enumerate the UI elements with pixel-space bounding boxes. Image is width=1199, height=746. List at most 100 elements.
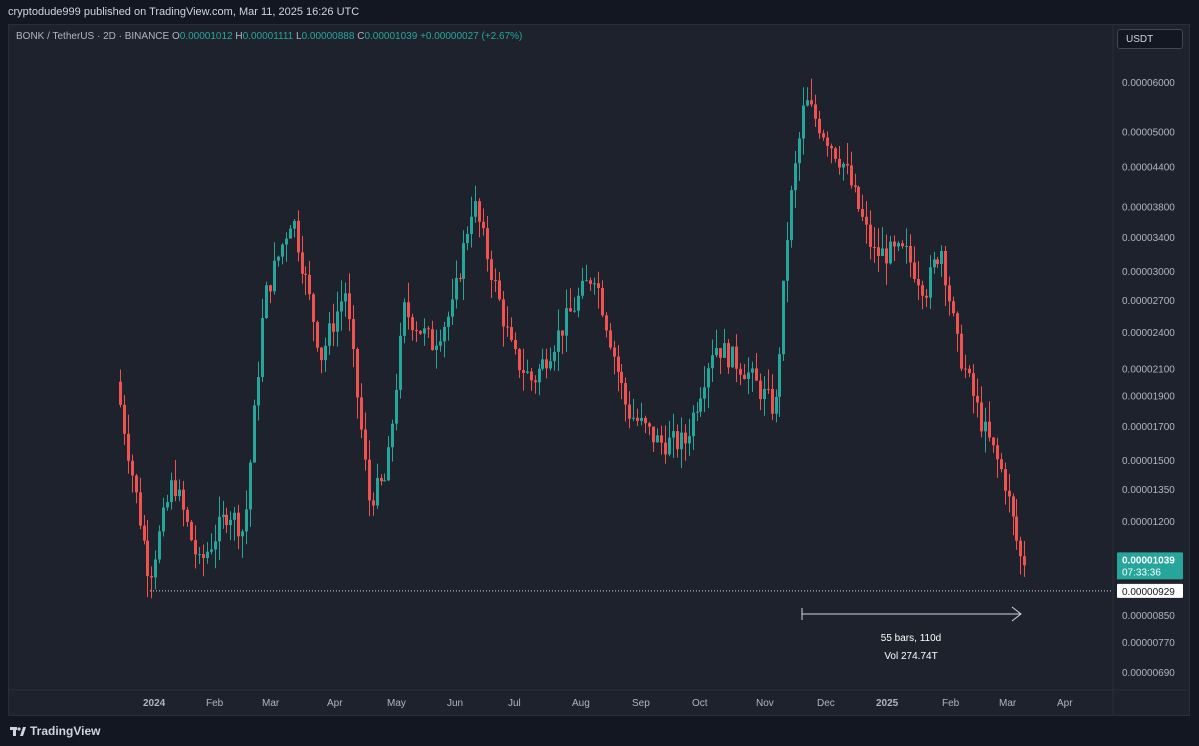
candle-body — [135, 475, 138, 493]
candle-body — [897, 243, 900, 247]
candle-body — [885, 248, 888, 264]
close-label: C — [357, 31, 365, 42]
candle-body — [158, 531, 161, 560]
close-value: 0.00001039 — [364, 31, 418, 42]
candle-body — [360, 397, 363, 430]
candle-body — [692, 412, 695, 437]
x-tick-label: May — [387, 698, 406, 709]
candle-body — [917, 278, 920, 286]
candle-body — [751, 368, 754, 373]
candle-body — [624, 383, 627, 405]
y-tick-label: 0.00000690 — [1122, 668, 1175, 679]
y-tick-label: 0.00001700 — [1122, 422, 1175, 433]
candle-body — [632, 417, 635, 419]
candle-body — [312, 294, 315, 322]
candle-body — [419, 330, 422, 334]
candle-body — [1023, 556, 1026, 566]
candle-body — [727, 343, 730, 368]
candle-body — [992, 437, 995, 446]
candle-body — [850, 165, 853, 186]
candle-body — [944, 251, 947, 286]
candle-body — [470, 216, 473, 234]
candle-body — [530, 371, 533, 381]
candle-body — [170, 480, 173, 503]
symbol-name[interactable]: BONK / TetherUS · 2D · BINANCE — [16, 31, 170, 42]
candle-body — [194, 540, 197, 555]
candle-body — [976, 395, 979, 403]
candle-body — [810, 100, 813, 105]
candle-body — [778, 354, 781, 397]
candle-body — [881, 248, 884, 257]
candle-body — [723, 343, 726, 358]
publisher-bar: cryptodude999 published on TradingView.c… — [0, 0, 1199, 24]
candle-body — [711, 355, 714, 369]
candle-body — [628, 404, 631, 419]
candle-body — [455, 277, 458, 300]
tradingview-logo-icon — [10, 727, 26, 736]
candle-body — [581, 280, 584, 296]
candle-body — [439, 341, 442, 346]
candle-body — [794, 163, 797, 191]
y-tick-label: 0.00002100 — [1122, 364, 1175, 375]
candle-body — [304, 273, 307, 275]
x-tick-label: Oct — [692, 698, 708, 709]
candle-body — [427, 328, 430, 330]
measure-volume-label: Vol 274.74T — [884, 651, 937, 662]
candle-body — [462, 243, 465, 279]
candle-body — [285, 238, 288, 245]
candle-body — [162, 507, 165, 532]
y-tick-label: 0.00005000 — [1122, 128, 1175, 139]
candle-body — [573, 310, 576, 312]
currency-selector[interactable]: USDT — [1117, 29, 1183, 49]
candle-body — [889, 241, 892, 264]
current-price-tag — [1117, 552, 1183, 580]
candle-body — [865, 216, 868, 225]
publisher-text: cryptodude999 published on TradingView.c… — [8, 6, 360, 18]
candle-body — [790, 190, 793, 241]
y-tick-label: 0.00000850 — [1122, 611, 1175, 622]
candle-body — [293, 220, 296, 229]
y-tick-label: 0.00004400 — [1122, 163, 1175, 174]
candle-body — [617, 356, 620, 372]
candle-body — [364, 429, 367, 460]
x-tick-label: 2025 — [876, 698, 899, 709]
candle-body — [834, 148, 837, 159]
candle-body — [763, 388, 766, 400]
candle-body — [344, 293, 347, 302]
low-value: 0.00000888 — [301, 31, 355, 42]
candle-body — [996, 445, 999, 460]
candle-body — [846, 163, 849, 166]
candle-body — [660, 435, 663, 443]
candle-body — [518, 349, 521, 371]
y-tick-label: 0.00001500 — [1122, 456, 1175, 467]
x-tick-label: Apr — [327, 698, 343, 709]
candle-body — [253, 405, 256, 463]
candle-body — [905, 245, 908, 247]
candle-body — [403, 302, 406, 336]
candle-body — [605, 315, 608, 331]
candle-body — [688, 436, 691, 444]
candle-body — [857, 186, 860, 210]
candle-body — [328, 323, 331, 346]
candle-body — [451, 299, 454, 317]
candle-body — [921, 285, 924, 296]
candle-body — [956, 313, 959, 334]
candle-body — [289, 228, 292, 239]
candle-body — [210, 549, 213, 552]
chart-frame[interactable] — [8, 24, 1190, 716]
candle-body — [636, 417, 639, 421]
candle-body — [541, 359, 544, 369]
candle-body — [265, 285, 268, 319]
candle-body — [822, 133, 825, 138]
candle-body — [269, 285, 272, 292]
candle-body — [391, 423, 394, 448]
candle-body — [478, 201, 481, 222]
current-price-label: 0.00001039 — [1122, 555, 1175, 566]
candle-body — [877, 247, 880, 257]
x-tick-label: Feb — [206, 698, 224, 709]
x-tick-label: Aug — [572, 698, 590, 709]
candle-body — [131, 460, 134, 476]
candle-body — [538, 368, 541, 383]
y-tick-label: 0.00006000 — [1122, 78, 1175, 89]
